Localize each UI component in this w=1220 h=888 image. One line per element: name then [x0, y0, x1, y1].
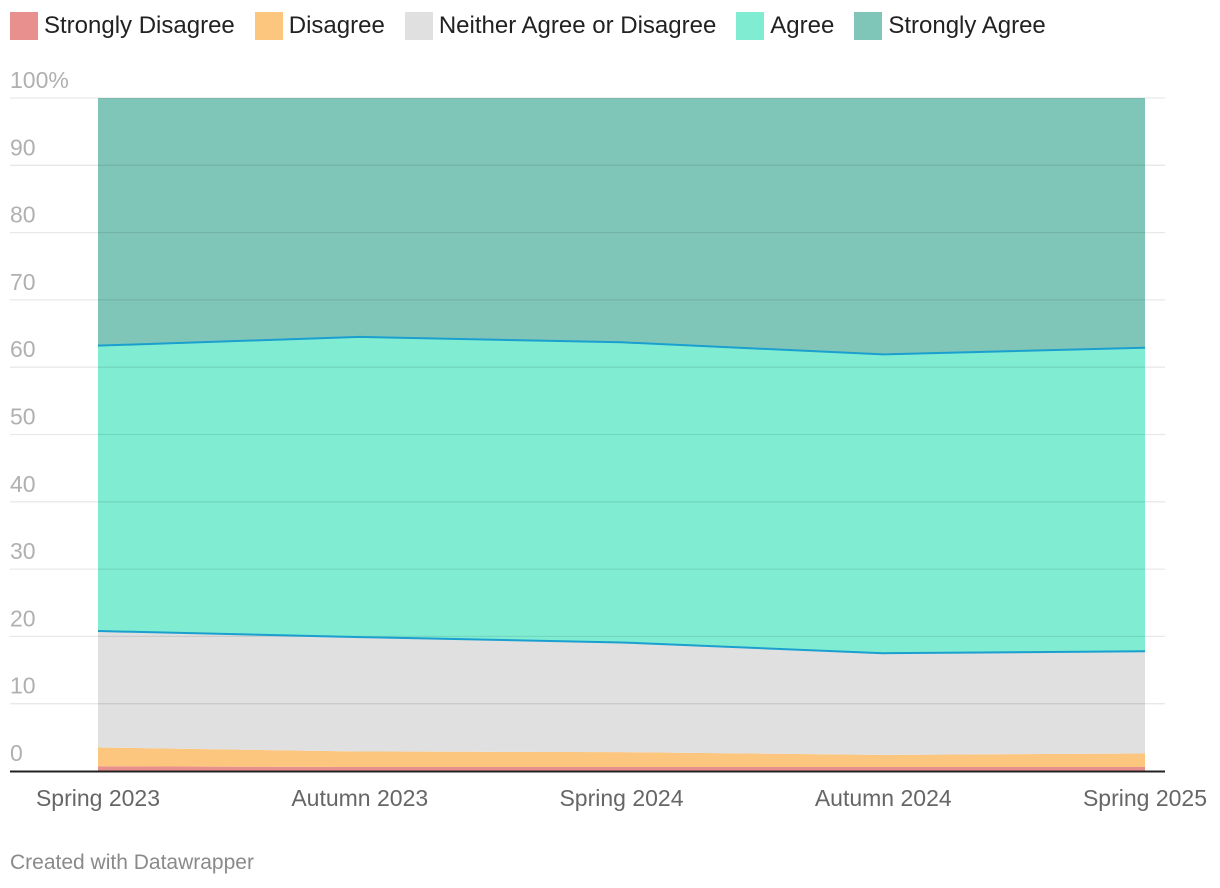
y-tick-label-7: 70 [10, 269, 36, 295]
legend-item-disagree: Disagree [254, 12, 385, 40]
legend: Strongly Disagree Disagree Neither Agree… [10, 12, 1066, 40]
y-tick-label-10: 100% [10, 67, 69, 93]
legend-label-agree: Agree [770, 12, 835, 39]
y-tick-label-4: 40 [10, 471, 36, 497]
legend-label-disagree: Disagree [288, 12, 385, 39]
legend-item-agree: Agree [736, 12, 834, 40]
legend-item-strongly-agree: Strongly Agree [854, 12, 1046, 40]
y-tick-label-6: 60 [10, 336, 36, 362]
x-tick-label-1: Autumn 2023 [291, 785, 428, 811]
area-disagree [98, 747, 1145, 767]
area-strongly-disagree [98, 766, 1145, 771]
y-tick-label-3: 30 [10, 538, 36, 564]
y-tick-label-0: 0 [10, 740, 23, 766]
y-tick-label-9: 90 [10, 134, 36, 160]
boundary-line-3 [97, 335, 1146, 356]
x-tick-label-3: Autumn 2024 [815, 785, 952, 811]
legend-swatch-disagree [254, 12, 283, 40]
x-tick-label-2: Spring 2024 [559, 785, 683, 811]
boundary-line-2 [97, 630, 1146, 655]
x-tick-label-0: Spring 2023 [36, 785, 160, 811]
legend-label-strongly-disagree: Strongly Disagree [44, 12, 235, 39]
legend-swatch-strongly-agree [854, 12, 883, 40]
area-agree [98, 336, 1145, 654]
legend-label-neither: Neither Agree or Disagree [438, 12, 717, 39]
y-tick-label-8: 80 [10, 202, 36, 228]
y-tick-label-5: 50 [10, 404, 36, 430]
legend-swatch-agree [736, 12, 765, 40]
legend-item-strongly-disagree: Strongly Disagree [10, 12, 235, 40]
legend-swatch-neither [404, 12, 433, 40]
y-tick-label-2: 20 [10, 605, 36, 631]
area-strongly-agree [98, 98, 1145, 355]
y-tick-label-1: 10 [10, 673, 36, 699]
legend-item-neither: Neither Agree or Disagree [404, 12, 717, 40]
legend-swatch-strongly-disagree [10, 12, 38, 40]
x-tick-label-4: Spring 2025 [1083, 785, 1207, 811]
datawrapper-credit: Created with Datawrapper [10, 851, 254, 874]
legend-label-strongly-agree: Strongly Agree [888, 12, 1046, 39]
area-neither-agree-or-disagree [98, 631, 1145, 755]
